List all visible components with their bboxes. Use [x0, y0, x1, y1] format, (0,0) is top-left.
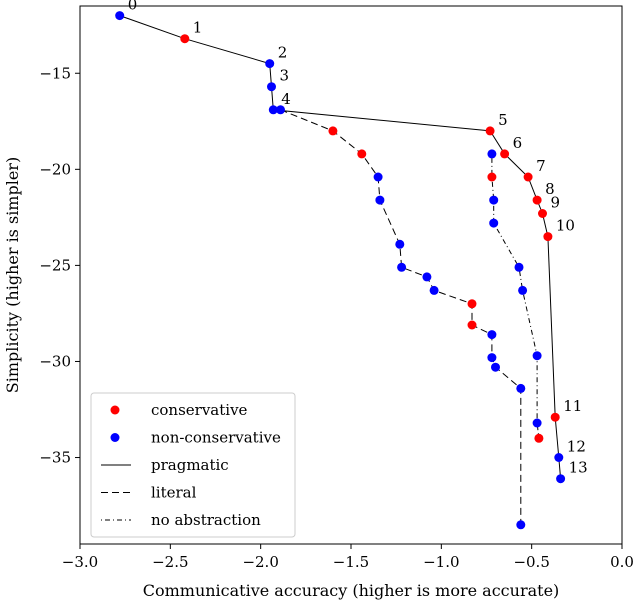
point-label-10: 10	[556, 217, 575, 235]
point-label-7: 7	[536, 157, 546, 175]
point-no-abstraction-3	[489, 218, 499, 228]
point-pragmatic-10	[543, 232, 553, 242]
legend-label: literal	[151, 484, 197, 502]
point-no-abstraction-8	[534, 433, 544, 443]
point-literal-1	[328, 126, 338, 136]
legend-label: pragmatic	[151, 456, 229, 474]
point-pragmatic-8	[532, 195, 542, 205]
point-no-abstraction-4	[514, 262, 524, 272]
legend-label: no abstraction	[151, 511, 261, 529]
legend-marker-non-conservative	[110, 433, 120, 442]
point-literal-9	[467, 299, 477, 309]
point-literal-3	[373, 172, 383, 182]
legend: conservative non-conservative pragmatic lit…	[90, 392, 296, 538]
point-label-9: 9	[551, 194, 561, 212]
point-literal-10	[467, 320, 477, 330]
x-tick-label: −1.0	[423, 553, 459, 571]
point-label-12: 12	[567, 438, 586, 456]
point-label-1: 1	[193, 19, 203, 37]
y-axis-label: Simplicity (higher is simpler)	[3, 157, 22, 393]
x-tick-label: −2.5	[152, 553, 188, 571]
x-tick-label: −1.5	[333, 553, 369, 571]
x-tick-label: −3.0	[62, 553, 98, 571]
point-label-6: 6	[513, 134, 523, 152]
point-pragmatic-6	[500, 149, 510, 159]
point-literal-0	[276, 105, 285, 115]
point-pragmatic-5	[485, 126, 495, 136]
point-literal-15	[516, 520, 526, 530]
point-label-0: 0	[128, 0, 138, 14]
y-tick-label: −35	[39, 449, 71, 467]
point-label-2: 2	[278, 44, 288, 62]
point-label-13: 13	[569, 459, 588, 477]
point-pragmatic-9	[538, 209, 547, 218]
point-literal-4	[375, 195, 385, 205]
point-label-5: 5	[498, 111, 508, 129]
point-literal-13	[491, 362, 500, 372]
y-tick-label: −30	[39, 352, 71, 370]
point-pragmatic-2	[265, 59, 275, 69]
legend-label: non-conservative	[151, 429, 281, 447]
point-no-abstraction-0	[487, 149, 497, 159]
point-no-abstraction-6	[532, 351, 542, 361]
series-line-literal	[280, 109, 522, 525]
point-pragmatic-4	[268, 105, 278, 115]
legend-box	[90, 392, 296, 538]
point-literal-11	[487, 330, 497, 340]
x-axis-ticks: −3.0 −2.5 −2.0 −1.5 −1.0 −0.5 0.0	[62, 544, 634, 571]
point-pragmatic-3	[267, 82, 276, 92]
point-label-8: 8	[545, 180, 555, 198]
y-tick-label: −15	[39, 64, 71, 82]
point-literal-12	[487, 353, 497, 363]
point-pragmatic-11	[550, 412, 560, 422]
legend-marker-conservative	[110, 405, 120, 415]
y-tick-label: −20	[39, 160, 71, 178]
data-points	[115, 11, 566, 530]
point-label-4: 4	[281, 90, 291, 108]
x-axis-label: Communicative accuracy (higher is more a…	[143, 581, 560, 600]
y-axis-ticks: −15 −20 −25 −30 −35	[39, 64, 80, 467]
point-no-abstraction-5	[518, 285, 528, 295]
point-no-abstraction-2	[489, 195, 499, 205]
point-literal-7	[422, 272, 432, 282]
point-literal-14	[516, 383, 526, 393]
point-pragmatic-0	[115, 11, 125, 21]
point-no-abstraction-1	[487, 172, 497, 182]
legend-label: conservative	[151, 401, 248, 419]
point-pragmatic-12	[554, 453, 564, 462]
point-literal-6	[397, 262, 407, 272]
point-label-11: 11	[563, 397, 582, 415]
y-tick-label: −25	[39, 256, 71, 274]
x-tick-label: −0.5	[513, 553, 549, 571]
point-literal-5	[395, 239, 405, 249]
point-no-abstraction-7	[532, 418, 542, 428]
point-literal-2	[357, 149, 367, 159]
series-line-no-abstraction	[491, 153, 540, 439]
x-tick-label: −2.0	[242, 553, 278, 571]
point-pragmatic-7	[523, 172, 533, 182]
point-pragmatic-1	[180, 34, 190, 44]
point-pragmatic-13	[556, 474, 566, 484]
point-literal-8	[429, 285, 439, 295]
x-tick-label: 0.0	[610, 553, 634, 571]
point-label-3: 3	[280, 67, 290, 85]
